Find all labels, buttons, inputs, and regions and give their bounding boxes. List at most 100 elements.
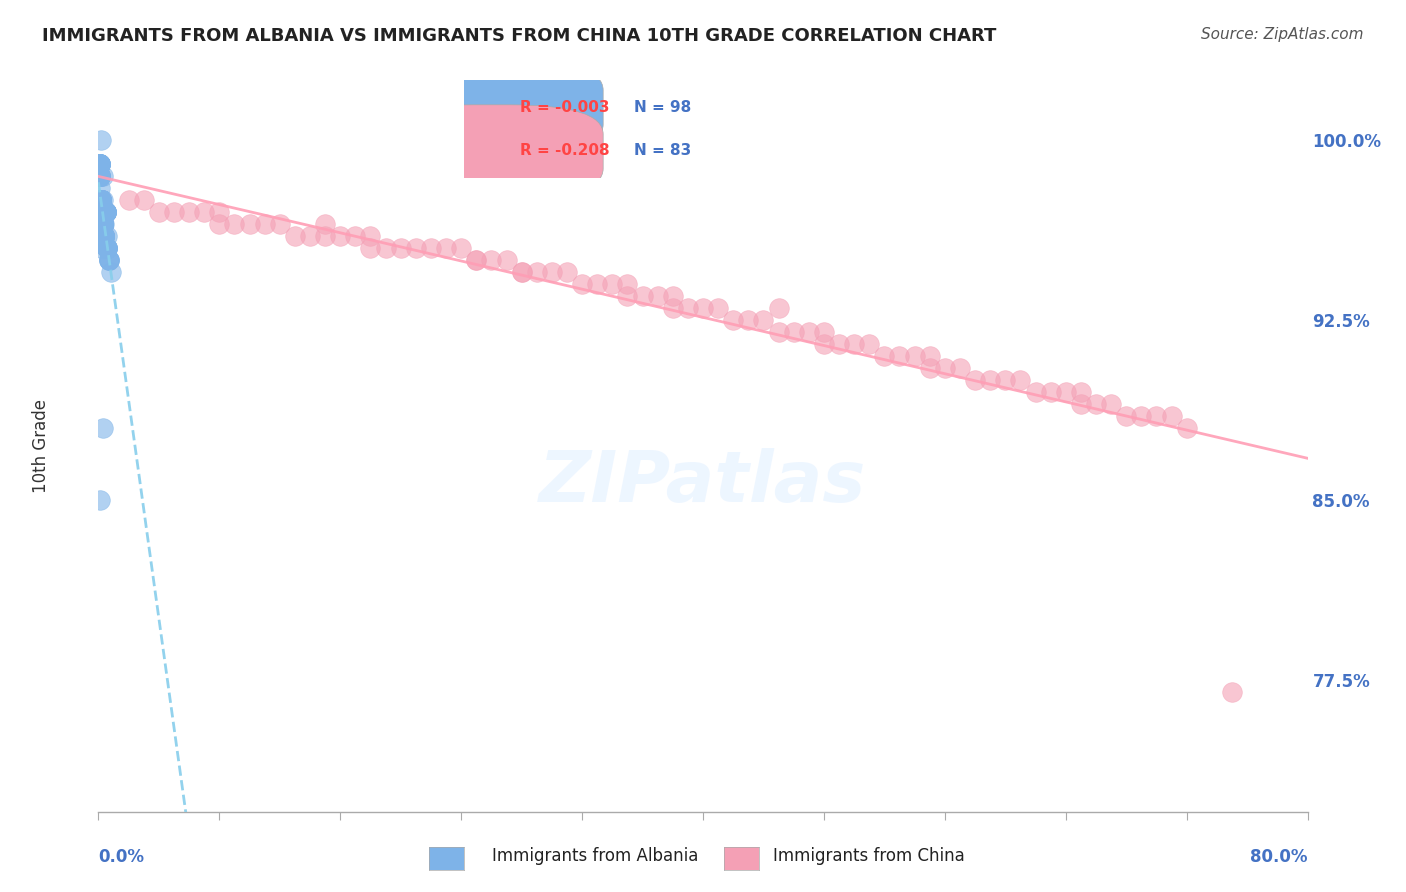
Point (1070, 385, 1092, 400)
Point (91, 421, 114, 435)
Point (93, 229, 115, 244)
Point (918, 349, 941, 363)
Point (89, 169, 111, 184)
Point (94, 205, 117, 219)
Point (96, 241, 118, 255)
FancyBboxPatch shape (381, 61, 603, 153)
Point (91, 217, 114, 231)
Text: N = 83: N = 83 (634, 144, 692, 159)
Point (571, 277, 593, 292)
Point (89, 157, 111, 171)
Point (90, 193, 112, 207)
Point (904, 349, 927, 363)
Point (91, 217, 114, 231)
Point (616, 277, 638, 292)
Point (163, 205, 186, 219)
Point (465, 253, 488, 268)
Point (224, 217, 246, 231)
Point (90, 193, 112, 207)
Point (89, 169, 111, 184)
Point (208, 205, 231, 219)
Text: IMMIGRANTS FROM ALBANIA VS IMMIGRANTS FROM CHINA 10TH GRADE CORRELATION CHART: IMMIGRANTS FROM ALBANIA VS IMMIGRANTS FR… (42, 27, 997, 45)
Point (89, 157, 111, 171)
Text: R = -0.003: R = -0.003 (520, 100, 609, 115)
Point (858, 337, 880, 351)
Point (90, 193, 112, 207)
Point (90, 193, 112, 207)
Point (96, 241, 118, 255)
Point (1175, 421, 1198, 435)
Point (676, 301, 699, 315)
Point (98, 253, 121, 268)
Point (1160, 409, 1182, 423)
Point (89, 157, 111, 171)
Point (89, 157, 111, 171)
Point (132, 193, 155, 207)
Point (89, 169, 111, 184)
Point (90, 193, 112, 207)
Point (94, 205, 117, 219)
Text: Immigrants from Albania: Immigrants from Albania (492, 847, 699, 865)
Point (934, 361, 956, 376)
Point (737, 313, 759, 327)
Point (90, 193, 112, 207)
Point (148, 205, 170, 219)
Point (965, 373, 987, 387)
Point (89, 157, 111, 171)
Point (89, 157, 111, 171)
Point (93, 229, 115, 244)
Point (360, 241, 382, 255)
Point (91, 217, 114, 231)
Point (555, 265, 578, 279)
Point (91, 217, 114, 231)
Point (89, 157, 111, 171)
Point (94, 205, 117, 219)
Point (918, 361, 941, 376)
Point (89, 169, 111, 184)
Point (96, 241, 118, 255)
Point (90, 193, 112, 207)
Point (89, 492, 111, 507)
Point (91, 217, 114, 231)
Point (93, 229, 115, 244)
Point (768, 301, 790, 315)
Point (90, 193, 112, 207)
Point (723, 313, 745, 327)
Point (420, 241, 443, 255)
Point (1039, 385, 1062, 400)
Point (96, 241, 118, 255)
Point (284, 229, 307, 244)
Point (631, 289, 654, 303)
Point (1099, 397, 1122, 411)
Point (96, 241, 118, 255)
Point (344, 229, 367, 244)
Point (813, 325, 835, 339)
Point (93, 229, 115, 244)
Point (100, 265, 122, 279)
Point (434, 241, 457, 255)
Point (269, 217, 291, 231)
Point (768, 325, 790, 339)
Point (90, 193, 112, 207)
Point (90, 193, 112, 207)
Point (91, 217, 114, 231)
Point (93, 229, 115, 244)
Point (661, 289, 683, 303)
Point (1010, 373, 1032, 387)
Point (89, 169, 111, 184)
Point (93, 229, 115, 244)
Point (844, 337, 866, 351)
Point (91, 217, 114, 231)
Point (90, 241, 112, 255)
Point (1144, 409, 1167, 423)
Point (91, 217, 114, 231)
Point (94, 205, 117, 219)
Point (96, 229, 118, 244)
Point (783, 325, 806, 339)
Point (239, 217, 262, 231)
Point (118, 193, 141, 207)
Point (94, 205, 117, 219)
Point (91, 193, 114, 207)
Point (208, 217, 231, 231)
Point (949, 361, 972, 376)
